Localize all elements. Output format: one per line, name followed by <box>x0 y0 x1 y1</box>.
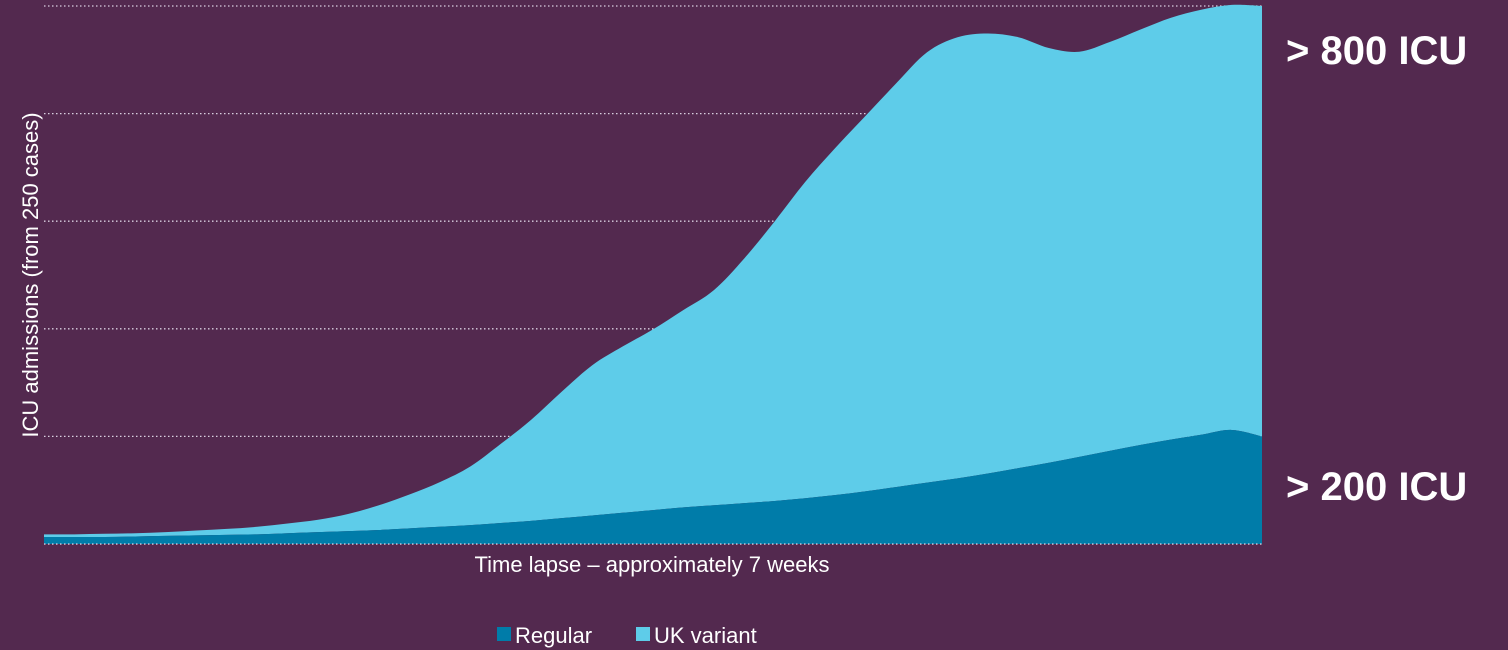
annotation-uk-variant-total: > 800 ICU <box>1286 29 1467 73</box>
annotation-regular-total: > 200 ICU <box>1286 465 1467 509</box>
legend-swatch-regular <box>497 627 511 641</box>
legend-label-uk-variant: UK variant <box>654 623 757 648</box>
area-series-uk-variant <box>44 4 1262 538</box>
area-series-regular <box>44 429 1262 544</box>
legend: Regular UK variant <box>497 623 757 648</box>
y-axis-label: ICU admissions (from 250 cases) <box>18 112 43 437</box>
stacked-areas <box>44 4 1262 544</box>
legend-label-regular: Regular <box>515 623 592 648</box>
legend-swatch-uk-variant <box>636 627 650 641</box>
x-axis-label: Time lapse – approximately 7 weeks <box>474 552 829 577</box>
